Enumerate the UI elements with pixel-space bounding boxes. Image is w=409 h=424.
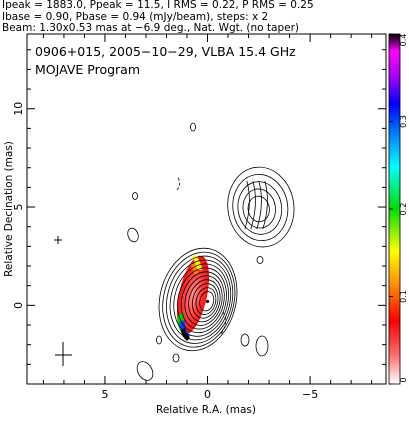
colorbar-tick-label: 0.4 — [399, 34, 408, 47]
core-contour-level — [188, 279, 221, 323]
jet-contour-fold — [256, 180, 262, 230]
core-contour-level — [191, 283, 219, 319]
low-level-contours — [127, 122, 269, 381]
x-axis-label: Relative R.A. (mas) — [156, 404, 256, 416]
y-tick-label: 10 — [12, 102, 25, 116]
source-title: 0906+015, 2005−10−29, VLBA 15.4 GHz — [35, 44, 296, 59]
jet-contour-fold — [250, 180, 256, 230]
colorbar-tick-label: 0.2 — [399, 203, 408, 216]
colorbar-tick-label: 0.1 — [399, 290, 408, 303]
colorbar-tick-label: 0 — [399, 377, 408, 382]
core-peak — [205, 299, 210, 304]
jet-contour-level — [242, 188, 276, 229]
y-axis-label: Relative Decination (mas) — [3, 141, 15, 277]
x-tick-label: −5 — [302, 388, 318, 401]
colorbar-ticks: 0 0.1 0.2 0.3 0.4 — [389, 33, 408, 385]
core-contour-level — [166, 255, 234, 344]
x-tick-label: 5 — [101, 388, 108, 401]
header-line-1: Ipeak = 1883.0, Ppeak = 11.5, I RMS = 0.… — [2, 0, 314, 11]
plot-frame — [26, 33, 387, 385]
jet-contour-level — [247, 195, 270, 223]
x-tick-labels: 5 0 −5 — [101, 388, 318, 401]
jet-contour-level — [237, 181, 283, 235]
y-tick-label: 5 — [12, 204, 25, 211]
jet-contour-level — [227, 166, 295, 248]
core-contour-level — [180, 271, 225, 330]
core-contour-level — [173, 263, 229, 337]
core-contour-level — [177, 267, 227, 334]
core-contour-level — [199, 291, 215, 312]
program-label: MOJAVE Program — [35, 62, 140, 77]
core-contour-level — [184, 275, 223, 326]
core-contours — [158, 247, 238, 352]
core-contour-level — [195, 287, 217, 315]
beam-marker — [54, 236, 72, 366]
jet-contour-fold — [262, 180, 268, 230]
y-tick-labels: 0 5 10 — [12, 102, 25, 309]
jet-contour-level — [232, 174, 289, 242]
jet-contours — [227, 166, 295, 248]
x-tick-label: 0 — [204, 388, 211, 401]
core-contour-level — [158, 247, 238, 352]
y-tick-label: 0 — [12, 302, 25, 309]
core-contour-level — [162, 251, 236, 348]
header-line-3: Beam: 1.30x0.53 mas at −6.9 deg., Nat. W… — [2, 22, 299, 34]
header-line-2: Ibase = 0.90, Pbase = 0.94 (mJy/beam), s… — [2, 11, 268, 23]
colorbar-tick-label: 0.3 — [399, 115, 408, 128]
axis-ticks — [27, 34, 386, 384]
core-contour-level — [169, 259, 232, 341]
jet-contour-fold — [244, 180, 250, 230]
